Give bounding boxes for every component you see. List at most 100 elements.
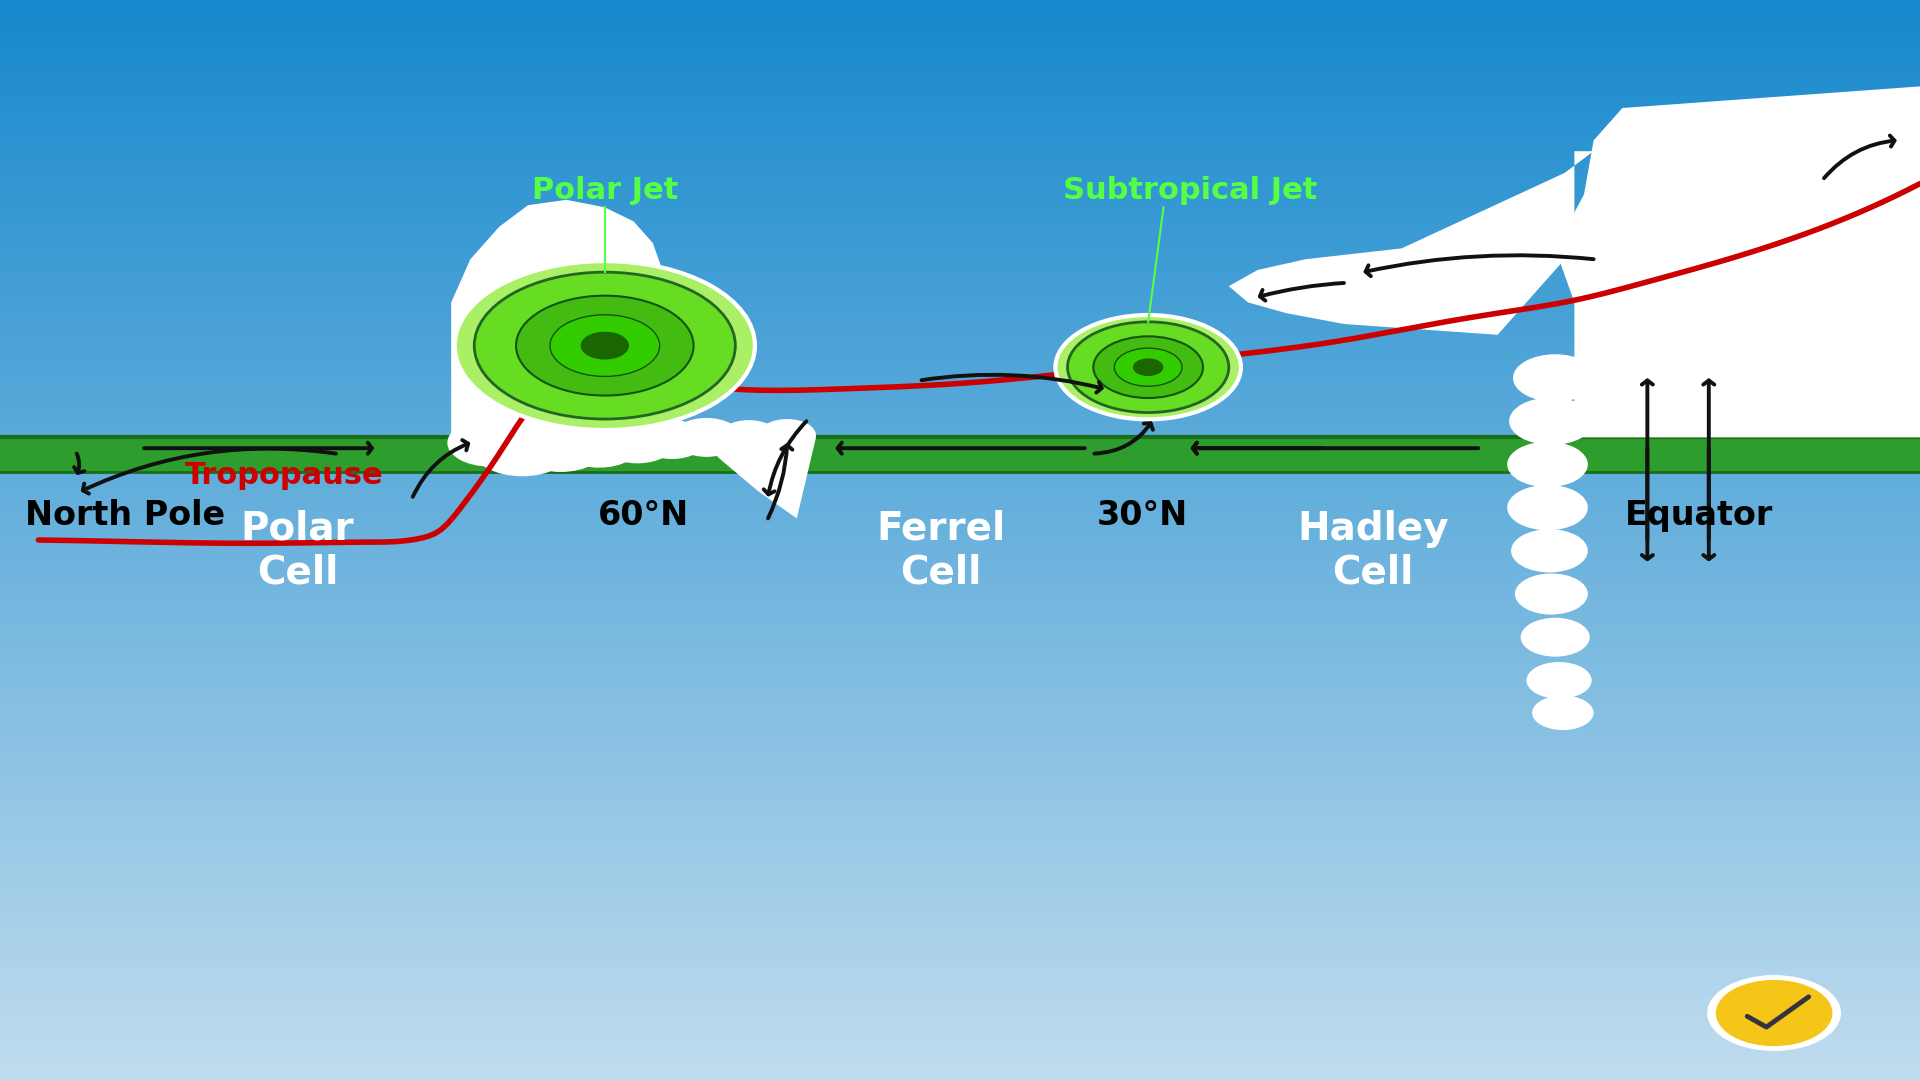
Bar — [0, 306, 1920, 310]
Text: Tropopause: Tropopause — [184, 461, 384, 489]
Bar — [0, 572, 1920, 576]
Bar — [0, 68, 1920, 72]
Bar — [0, 662, 1920, 666]
Bar — [0, 468, 1920, 472]
Polygon shape — [1229, 151, 1594, 335]
Bar — [0, 623, 1920, 626]
Circle shape — [1511, 529, 1588, 572]
Bar — [0, 256, 1920, 259]
Bar — [0, 1026, 1920, 1029]
Bar — [0, 918, 1920, 921]
Bar — [0, 338, 1920, 342]
Bar — [0, 659, 1920, 662]
Bar — [0, 861, 1920, 864]
Bar — [0, 108, 1920, 111]
Bar — [0, 22, 1920, 25]
Circle shape — [672, 418, 741, 457]
Circle shape — [1532, 696, 1594, 730]
Bar — [0, 213, 1920, 216]
Bar — [0, 990, 1920, 994]
Bar — [0, 645, 1920, 648]
Bar — [0, 1077, 1920, 1080]
Circle shape — [1513, 354, 1597, 402]
Bar — [0, 515, 1920, 518]
Bar — [0, 36, 1920, 40]
Bar — [0, 284, 1920, 288]
Bar — [0, 367, 1920, 370]
Bar — [0, 691, 1920, 694]
Bar — [0, 548, 1920, 551]
Bar — [0, 238, 1920, 241]
Bar — [0, 929, 1920, 932]
Text: Polar
Cell: Polar Cell — [240, 510, 355, 592]
Bar — [0, 292, 1920, 295]
Bar — [0, 522, 1920, 526]
Bar — [0, 1066, 1920, 1069]
Bar — [0, 180, 1920, 184]
Circle shape — [637, 420, 707, 459]
Bar — [0, 943, 1920, 947]
Bar — [0, 832, 1920, 835]
Bar — [0, 111, 1920, 116]
Circle shape — [1056, 315, 1240, 419]
Bar — [0, 475, 1920, 478]
Text: Subtropical Jet: Subtropical Jet — [1064, 176, 1317, 205]
Bar — [0, 947, 1920, 950]
Bar — [0, 785, 1920, 788]
Bar — [0, 140, 1920, 144]
Bar — [0, 51, 1920, 54]
Circle shape — [758, 419, 816, 451]
Bar — [0, 886, 1920, 889]
Bar — [0, 478, 1920, 483]
Bar — [0, 8, 1920, 11]
Bar — [0, 904, 1920, 907]
Bar — [0, 1040, 1920, 1044]
Bar — [0, 526, 1920, 529]
Bar — [0, 72, 1920, 76]
Circle shape — [557, 420, 641, 468]
Bar — [0, 694, 1920, 699]
Bar — [0, 1008, 1920, 1012]
Bar — [0, 46, 1920, 51]
Bar — [0, 472, 1920, 475]
Bar — [0, 961, 1920, 964]
Bar — [0, 616, 1920, 619]
Bar — [0, 130, 1920, 133]
Bar — [0, 302, 1920, 306]
Bar — [0, 396, 1920, 400]
Bar — [0, 680, 1920, 684]
Text: Polar Jet: Polar Jet — [532, 176, 678, 205]
Bar — [0, 1023, 1920, 1026]
Bar — [0, 281, 1920, 284]
Bar — [0, 626, 1920, 630]
Circle shape — [1716, 981, 1832, 1045]
Text: 30°N: 30°N — [1096, 499, 1188, 532]
Bar — [0, 176, 1920, 180]
Bar — [0, 824, 1920, 828]
Bar — [0, 508, 1920, 511]
Bar — [0, 727, 1920, 731]
Bar — [0, 116, 1920, 119]
Bar — [0, 187, 1920, 191]
Bar — [0, 1037, 1920, 1040]
Bar — [0, 1015, 1920, 1018]
Bar — [0, 173, 1920, 176]
Bar — [0, 648, 1920, 651]
Bar — [0, 270, 1920, 273]
Bar — [0, 673, 1920, 677]
Bar — [0, 429, 1920, 432]
Bar — [0, 435, 1920, 440]
Bar — [0, 778, 1920, 781]
Bar — [0, 500, 1920, 504]
Bar — [0, 677, 1920, 680]
Bar — [0, 699, 1920, 702]
Bar — [0, 788, 1920, 792]
Bar — [0, 154, 1920, 159]
Bar — [0, 0, 1920, 3]
Bar — [0, 100, 1920, 105]
Bar — [0, 666, 1920, 670]
Bar — [0, 813, 1920, 818]
Bar — [0, 583, 1920, 586]
Bar — [0, 882, 1920, 886]
Bar — [0, 414, 1920, 418]
